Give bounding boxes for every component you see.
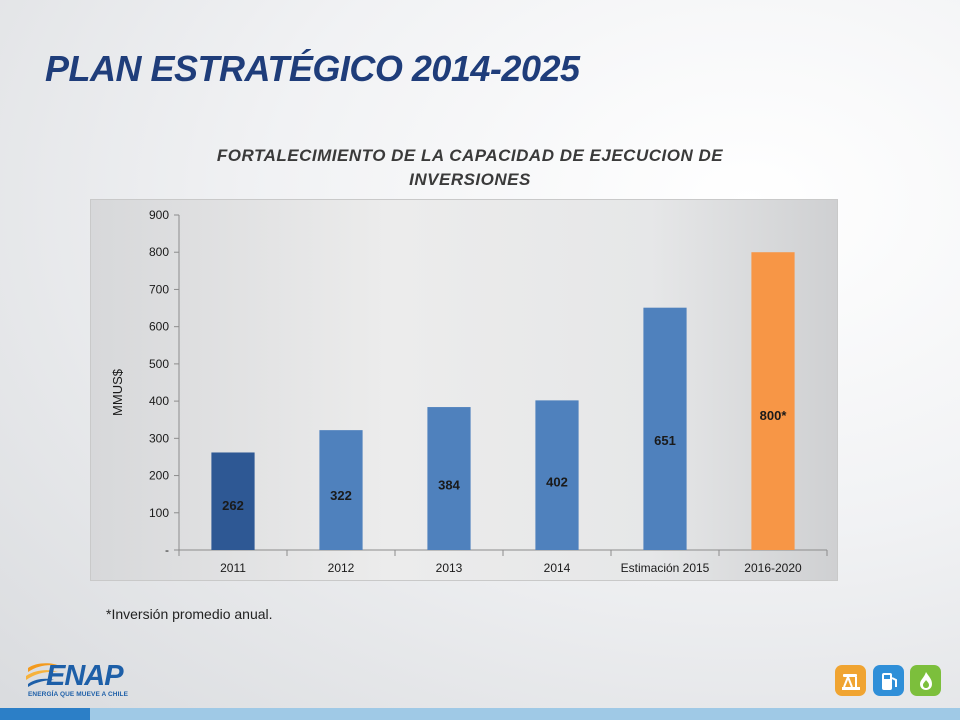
- chart-title: FORTALECIMIENTO DE LA CAPACIDAD DE EJECU…: [216, 146, 724, 189]
- enap-swoosh-icon: [26, 663, 60, 687]
- y-axis-label: MMUS$: [110, 368, 125, 416]
- y-tick-label: 500: [149, 357, 169, 371]
- data-label: 384: [438, 478, 460, 493]
- chart-area: - 100 200 300 400 500 600 700 800 900 MMUS$ 2011 262…: [90, 199, 838, 581]
- bar: [427, 407, 471, 550]
- bar: [751, 252, 795, 550]
- bar: [319, 430, 363, 550]
- bar: [643, 307, 687, 550]
- y-tick-label: 200: [149, 469, 169, 483]
- enap-logo: ENAP ENERGÍA QUE MUEVE A CHILE: [24, 660, 144, 702]
- y-tick-label: 300: [149, 431, 169, 445]
- footnote: *Inversión promedio anual.: [106, 606, 273, 622]
- bar-chart: - 100 200 300 400 500 600 700 800 900 MMUS$ 2011 262…: [110, 208, 828, 575]
- y-tick-label: 900: [149, 208, 169, 222]
- data-label: 402: [546, 475, 568, 490]
- footer-bar-accent: [0, 708, 90, 720]
- data-label: 262: [222, 498, 244, 513]
- footer-bar-fill: [90, 708, 960, 720]
- y-tick-label: 800: [149, 245, 169, 259]
- y-tick-label: 700: [149, 282, 169, 296]
- footer-bar: [0, 708, 960, 720]
- x-tick-label: 2012: [328, 561, 355, 575]
- data-label: 322: [330, 488, 352, 503]
- y-tick-label: -: [165, 543, 169, 557]
- gas-flame-icon: [910, 665, 941, 696]
- bar: [535, 400, 579, 550]
- y-tick-label: 400: [149, 394, 169, 408]
- oil-pump-icon: [835, 665, 866, 696]
- x-tick-label: 2011: [220, 561, 246, 575]
- x-tick-label: 2013: [436, 561, 463, 575]
- logo-tagline: ENERGÍA QUE MUEVE A CHILE: [28, 691, 129, 698]
- x-tick-label: 2014: [544, 561, 571, 575]
- logo-wordmark: ENAP: [46, 660, 124, 692]
- slide-title: PLAN ESTRATÉGICO 2014-2025: [45, 48, 580, 89]
- data-label: 800*: [760, 408, 788, 423]
- data-label: 651: [654, 433, 676, 448]
- bar: [211, 452, 255, 550]
- fuel-pump-icon: [873, 665, 904, 696]
- x-tick-label: Estimación 2015: [621, 561, 710, 575]
- x-tick-label: 2016-2020: [744, 561, 802, 575]
- y-tick-label: 100: [149, 506, 169, 520]
- y-tick-label: 600: [149, 320, 169, 334]
